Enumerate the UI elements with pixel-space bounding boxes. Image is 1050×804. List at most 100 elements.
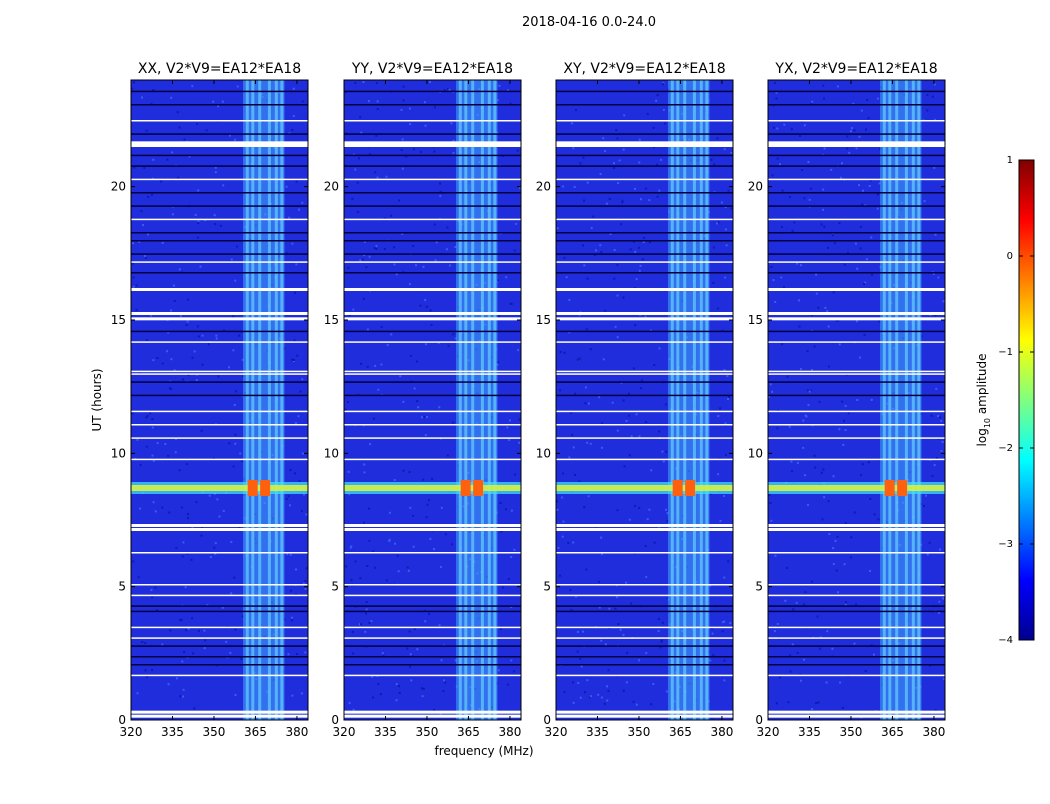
noise-pixel (412, 514, 415, 517)
noise-pixel (166, 158, 169, 161)
noise-pixel (362, 81, 365, 83)
noise-pixel (873, 653, 875, 656)
noise-pixel (638, 161, 641, 164)
dark-line (344, 240, 521, 242)
flagged-row (344, 312, 521, 315)
flagged-row (768, 178, 945, 181)
dark-line (556, 656, 733, 658)
noise-pixel (800, 679, 802, 682)
noise-pixel (171, 213, 174, 216)
dark-line (768, 165, 945, 167)
noise-pixel (787, 701, 790, 704)
dark-line (131, 154, 308, 157)
noise-pixel (822, 84, 825, 87)
y-tick-label: 10 (324, 446, 339, 460)
noise-pixel (831, 234, 834, 237)
x-tick-label: 365 (244, 725, 267, 739)
flagged-row (768, 674, 945, 677)
rfi-stripe (267, 80, 271, 720)
noise-pixel (156, 442, 159, 445)
noise-pixel (557, 546, 560, 549)
noise-pixel (933, 83, 936, 86)
noise-pixel (844, 405, 847, 407)
noise-pixel (626, 651, 629, 654)
noise-pixel (191, 356, 194, 359)
noise-pixel (136, 438, 139, 441)
noise-pixel (724, 206, 727, 208)
noise-pixel (856, 267, 859, 270)
noise-pixel (295, 180, 298, 183)
noise-pixel (634, 324, 637, 327)
noise-pixel (804, 414, 807, 417)
dark-line (344, 330, 521, 333)
noise-pixel (659, 646, 662, 649)
noise-pixel (197, 189, 200, 192)
dark-line (556, 253, 733, 255)
dark-line (131, 656, 308, 658)
noise-pixel (447, 87, 450, 90)
noise-pixel (600, 251, 603, 253)
noise-pixel (804, 591, 807, 594)
noise-pixel (440, 506, 443, 509)
flagged-row (131, 552, 308, 554)
noise-pixel (586, 181, 589, 184)
noise-pixel (630, 435, 633, 438)
noise-pixel (167, 454, 170, 457)
noise-pixel (431, 477, 434, 480)
noise-pixel (606, 685, 608, 688)
noise-pixel (820, 223, 823, 226)
noise-pixel (397, 570, 400, 573)
noise-pixel (515, 222, 518, 225)
dark-line (768, 272, 945, 274)
noise-pixel (290, 589, 292, 592)
noise-pixel (201, 334, 204, 337)
noise-pixel (374, 171, 377, 174)
dark-line (556, 394, 733, 397)
noise-pixel (416, 648, 419, 651)
noise-pixel (383, 248, 386, 251)
flagged-row (768, 317, 945, 321)
noise-pixel (655, 163, 658, 166)
noise-pixel (232, 349, 235, 352)
noise-pixel (294, 291, 296, 294)
noise-pixel (559, 351, 562, 353)
noise-pixel (561, 535, 564, 538)
noise-pixel (186, 320, 189, 323)
noise-pixel (847, 412, 850, 415)
noise-pixel (867, 117, 870, 119)
dark-line (131, 205, 308, 207)
x-tick-label: 380 (498, 725, 521, 739)
noise-pixel (238, 526, 241, 529)
dark-line (131, 605, 308, 607)
panel-0: XX, V2*V9=EA12*EA18 320 335 350 365 380 0 5 10 15… (111, 61, 309, 739)
noise-pixel (796, 461, 799, 464)
noise-pixel (810, 368, 813, 371)
noise-pixel (781, 343, 784, 346)
flagged-row (344, 261, 521, 263)
noise-pixel (869, 179, 872, 182)
noise-pixel (425, 305, 428, 308)
noise-pixel (840, 176, 842, 179)
noise-pixel (374, 364, 377, 367)
noise-pixel (931, 95, 934, 98)
noise-pixel (639, 264, 642, 267)
noise-pixel (160, 180, 163, 183)
rfi-stripe (280, 80, 284, 720)
noise-pixel (444, 681, 447, 684)
noise-pixel (187, 627, 190, 630)
noise-pixel (618, 159, 621, 162)
noise-pixel (428, 613, 431, 615)
noise-pixel (604, 150, 607, 153)
noise-pixel (161, 506, 164, 509)
noise-pixel (393, 263, 396, 266)
noise-pixel (863, 282, 866, 285)
noise-pixel (574, 595, 577, 598)
noise-pixel (145, 416, 148, 419)
noise-pixel (809, 389, 812, 392)
flagged-row (768, 261, 945, 263)
panel-title: YY, V2*V9=EA12*EA18 (351, 61, 513, 77)
flagged-row (556, 528, 733, 531)
flagged-row (768, 370, 945, 373)
noise-pixel (292, 115, 295, 117)
noise-pixel (623, 465, 626, 468)
